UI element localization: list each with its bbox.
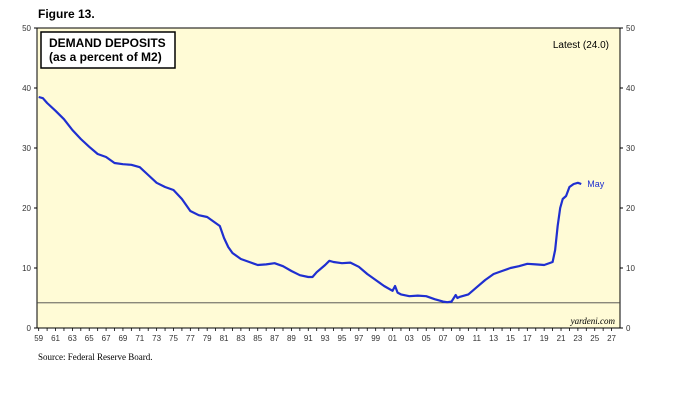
y-tick-label-left: 10 [22, 264, 31, 273]
x-tick-label: 65 [85, 334, 94, 343]
x-tick-label: 87 [270, 334, 279, 343]
x-tick-label: 63 [68, 334, 77, 343]
latest-value-annotation: Latest (24.0) [553, 40, 609, 51]
plot-area [36, 27, 621, 329]
y-tick-label-right: 20 [626, 204, 635, 213]
x-tick-label: 93 [321, 334, 330, 343]
x-tick-label: 69 [118, 334, 127, 343]
x-tick-label: 91 [304, 334, 313, 343]
credit-label: yardeni.com [570, 316, 616, 326]
y-tick-label-right: 10 [626, 264, 635, 273]
y-tick-label-left: 50 [22, 24, 31, 33]
x-tick-label: 97 [354, 334, 363, 343]
x-tick-label: 15 [506, 334, 515, 343]
x-tick-label: 13 [489, 334, 498, 343]
x-tick-label: 25 [590, 334, 599, 343]
figure-label: Figure 13. [38, 7, 95, 21]
x-tick-label: 95 [338, 334, 347, 343]
x-tick-label: 67 [102, 334, 111, 343]
x-tick-label: 03 [405, 334, 414, 343]
x-tick-label: 79 [203, 334, 212, 343]
x-tick-label: 27 [607, 334, 616, 343]
x-tick-label: 11 [473, 334, 482, 343]
x-tick-label: 61 [51, 334, 60, 343]
y-tick-label-left: 40 [22, 84, 31, 93]
chart-title-box: DEMAND DEPOSITS (as a percent of M2) [40, 31, 176, 69]
x-tick-label: 21 [557, 334, 566, 343]
x-tick-label: 83 [236, 334, 245, 343]
x-tick-label: 77 [186, 334, 195, 343]
x-tick-label: 09 [455, 334, 464, 343]
y-tick-label-right: 40 [626, 84, 635, 93]
y-tick-label-left: 0 [27, 324, 32, 333]
x-axis: 59 61 63 65 67 69 71 73 75 77 79 81 83 85 87 89 91 93 95 97… [34, 328, 617, 343]
x-tick-label: 05 [422, 334, 431, 343]
y-tick-label-left: 30 [22, 144, 31, 153]
y-tick-label-right: 0 [626, 324, 631, 333]
x-tick-label: 17 [523, 334, 532, 343]
chart-subtitle: (as a percent of M2) [49, 50, 162, 64]
series-end-label: May [587, 179, 605, 189]
x-tick-label: 71 [135, 334, 144, 343]
x-tick-label: 19 [540, 334, 549, 343]
x-tick-label: 23 [573, 334, 582, 343]
series-line [38, 95, 582, 304]
x-tick-label: 75 [169, 334, 178, 343]
x-tick-label: 59 [34, 334, 43, 343]
y-tick-label-left: 20 [22, 204, 31, 213]
x-tick-label: 89 [287, 334, 296, 343]
y-tick-label-right: 30 [626, 144, 635, 153]
source-note: Source: Federal Reserve Board. [38, 352, 153, 362]
y-tick-label-right: 50 [626, 24, 635, 33]
x-tick-label: 99 [371, 334, 380, 343]
x-tick-label: 85 [253, 334, 262, 343]
x-tick-label: 01 [388, 334, 397, 343]
chart-title: DEMAND DEPOSITS [49, 36, 166, 50]
x-tick-label: 73 [152, 334, 161, 343]
x-tick-label: 81 [220, 334, 229, 343]
y-axis-left: 0 10 20 30 40 50 [22, 24, 37, 333]
title-box-frame [40, 31, 176, 69]
y-axis-right: 0 10 20 30 40 50 [620, 24, 635, 333]
x-tick-label: 07 [439, 334, 448, 343]
